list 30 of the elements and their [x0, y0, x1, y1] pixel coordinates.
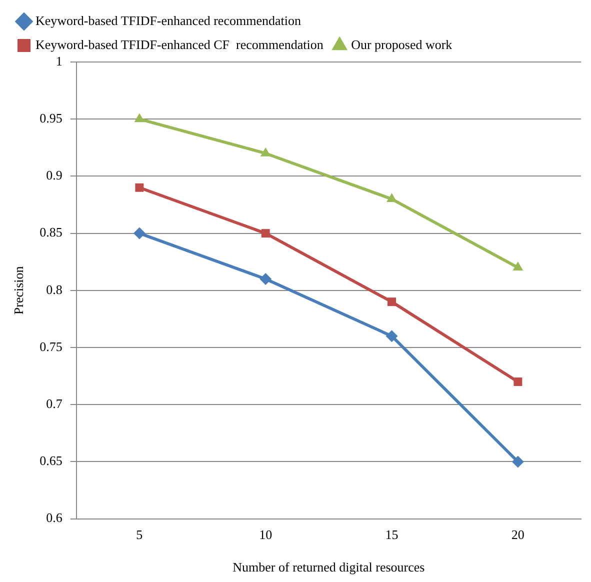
y-axis-title: Precision	[11, 266, 26, 315]
point	[514, 378, 522, 386]
point	[512, 262, 524, 271]
y-tick-label: 0.9	[46, 168, 62, 183]
y-tick-label: 0.8	[46, 282, 62, 297]
point	[260, 147, 271, 156]
y-tick-label: 0.65	[40, 453, 62, 468]
y-tick-label: 0.75	[40, 338, 62, 354]
point	[386, 330, 398, 342]
y-tick-label: 0.6	[46, 510, 63, 526]
x-tick-label: 20	[511, 527, 524, 542]
point	[135, 183, 144, 192]
y-tick-label: 1	[56, 53, 62, 68]
x-axis-title: Number of returned digital resources	[232, 560, 425, 575]
x-tick-label: 15	[385, 527, 398, 542]
point	[386, 193, 397, 202]
point	[512, 456, 524, 468]
x-tick-label: 10	[259, 527, 272, 542]
point	[260, 272, 272, 285]
legend-label: Keyword-based TFIDF-enhanced CF recommendation	[36, 36, 324, 52]
y-tick-label: 0.95	[40, 110, 62, 126]
point	[134, 113, 145, 122]
legend-label: Keyword-based TFIDF-enhanced recommendation	[36, 12, 302, 28]
point	[133, 227, 146, 240]
x-tick-label: 5	[136, 527, 143, 542]
legend-label: Our proposed work	[351, 36, 453, 52]
point	[388, 298, 396, 306]
y-tick-label: 0.7	[46, 396, 63, 412]
y-tick-label: 0.85	[40, 224, 62, 240]
point	[261, 229, 270, 238]
